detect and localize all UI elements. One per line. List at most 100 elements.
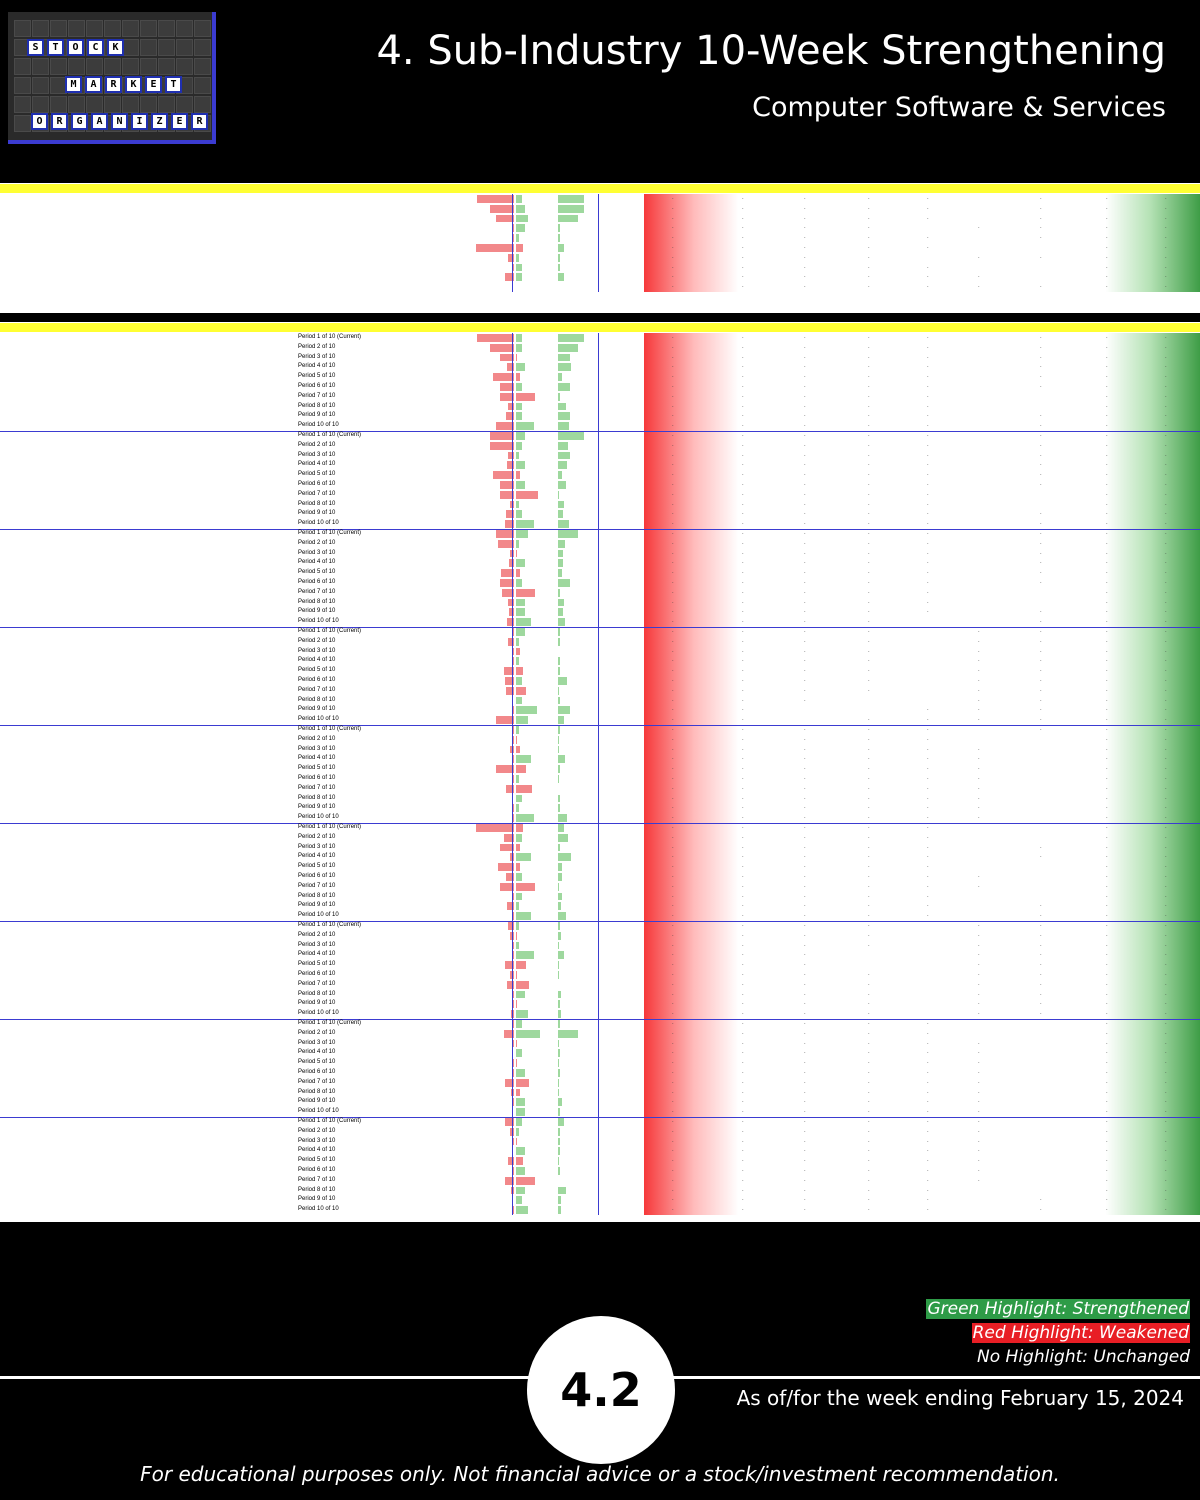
row-max-cell: [556, 1097, 598, 1107]
scale-placeholder: .: [1106, 412, 1108, 419]
row-period: Period 9 of 10: [298, 1000, 336, 1007]
scale-placeholder: .: [1165, 951, 1167, 958]
avg-bar: [516, 334, 522, 342]
scale-placeholder: .: [978, 1039, 980, 1046]
scale-placeholder: .: [927, 422, 929, 429]
row-avg-cell: [514, 343, 556, 353]
scale-placeholder: .: [672, 392, 674, 399]
min-bar: [513, 814, 514, 822]
scale-placeholder: .: [978, 1176, 980, 1183]
scale-placeholder: .: [1106, 784, 1108, 791]
scale-placeholder: .: [1040, 941, 1042, 948]
row-avg-cell: [514, 1205, 556, 1215]
avg-bar: [516, 559, 525, 568]
scale-placeholder: .: [804, 745, 806, 752]
scale-placeholder: .: [672, 520, 674, 527]
scale-placeholder: .: [868, 1118, 870, 1124]
scale-placeholder: .: [742, 510, 744, 517]
row-min-cell: [472, 696, 514, 706]
row-max-cell: [556, 745, 598, 755]
row-avg-cell: [514, 676, 556, 686]
scale-placeholder: .: [868, 195, 870, 201]
scale-placeholder: .: [804, 1176, 806, 1183]
min-bar: [499, 882, 514, 891]
table-row: Period 3 of 10........: [0, 549, 1200, 559]
scale-placeholder: .: [1165, 1088, 1167, 1095]
scale-placeholder: .: [804, 402, 806, 409]
row-period: Period 8 of 10: [298, 500, 336, 507]
scale-placeholder: .: [868, 1147, 870, 1154]
scale-placeholder: .: [742, 1147, 744, 1154]
avg-bar: [516, 343, 522, 352]
row-min-cell: [472, 921, 514, 931]
scale-placeholder: .: [1165, 353, 1167, 360]
avg-bar: [516, 990, 525, 999]
row-avg-cell: [514, 1039, 556, 1049]
scale-placeholder: .: [978, 1069, 980, 1075]
scale-placeholder: .: [927, 195, 929, 201]
scale-placeholder: .: [1106, 1118, 1108, 1124]
max-bar: [558, 412, 570, 421]
column-header-row: [0, 323, 1200, 332]
table-row: Period 2 of 10........: [0, 539, 1200, 549]
logo-cell: [140, 20, 157, 37]
min-bar: [509, 559, 514, 568]
max-bar: [558, 510, 563, 519]
row-period: Period 2 of 10: [298, 1029, 336, 1036]
row-period: Period 6 of 10: [298, 383, 336, 389]
scale-placeholder: .: [672, 234, 674, 241]
logo-cell: [86, 96, 103, 113]
scale-placeholder: .: [978, 814, 980, 821]
min-bar: [495, 422, 514, 430]
scale-placeholder: .: [1165, 922, 1167, 928]
scale-placeholder: .: [927, 530, 929, 536]
scale-placeholder: .: [1165, 824, 1167, 830]
scale-placeholder: .: [927, 765, 929, 772]
row-avg-cell: [514, 931, 556, 941]
scale-placeholder: .: [804, 224, 806, 231]
scale-placeholder: .: [1106, 569, 1108, 576]
scale-placeholder: .: [868, 608, 870, 615]
max-bar: [558, 204, 584, 213]
scale-placeholder: .: [927, 1186, 929, 1193]
row-min-cell: [472, 1195, 514, 1205]
scale-placeholder: .: [1165, 1039, 1167, 1046]
min-bar: [502, 588, 514, 597]
scale-placeholder: .: [672, 598, 674, 605]
row-period: Period 4 of 10: [298, 755, 336, 762]
min-bar: [512, 1137, 514, 1146]
avg-bar: [516, 971, 517, 979]
scale-placeholder: .: [978, 1167, 980, 1173]
scale-placeholder: .: [1106, 1186, 1108, 1193]
scale-placeholder: .: [1040, 373, 1042, 380]
min-bar: [509, 608, 514, 617]
scale-placeholder: .: [1165, 244, 1167, 250]
scale-placeholder: .: [1040, 283, 1042, 290]
row-avg-cell: [514, 253, 556, 263]
row-max-cell: [556, 223, 598, 233]
row-avg-cell: [514, 735, 556, 745]
scale-placeholder: .: [1165, 873, 1167, 879]
scale-placeholder: .: [672, 755, 674, 762]
row-period: Period 8 of 10: [298, 696, 336, 703]
row-min-cell: [472, 1166, 514, 1176]
scale-placeholder: .: [742, 1127, 744, 1134]
scale-placeholder: .: [672, 873, 674, 879]
min-bar: [508, 451, 514, 460]
scale-placeholder: .: [978, 1157, 980, 1164]
scale-placeholder: .: [927, 735, 929, 742]
row-period: Period 5 of 10: [298, 1157, 336, 1164]
scale-placeholder: .: [742, 990, 744, 997]
max-bar: [558, 677, 567, 685]
scale-placeholder: .: [927, 1069, 929, 1075]
max-bar: [558, 637, 560, 646]
scale-placeholder: .: [1165, 441, 1167, 448]
scale-placeholder: .: [742, 726, 744, 732]
scale-placeholder: .: [672, 1020, 674, 1026]
max-bar: [558, 343, 578, 352]
scale-placeholder: .: [868, 784, 870, 791]
scale-placeholder: .: [672, 579, 674, 585]
scale-placeholder: .: [672, 1147, 674, 1154]
max-bar: [558, 263, 560, 272]
scale-placeholder: .: [672, 1029, 674, 1036]
